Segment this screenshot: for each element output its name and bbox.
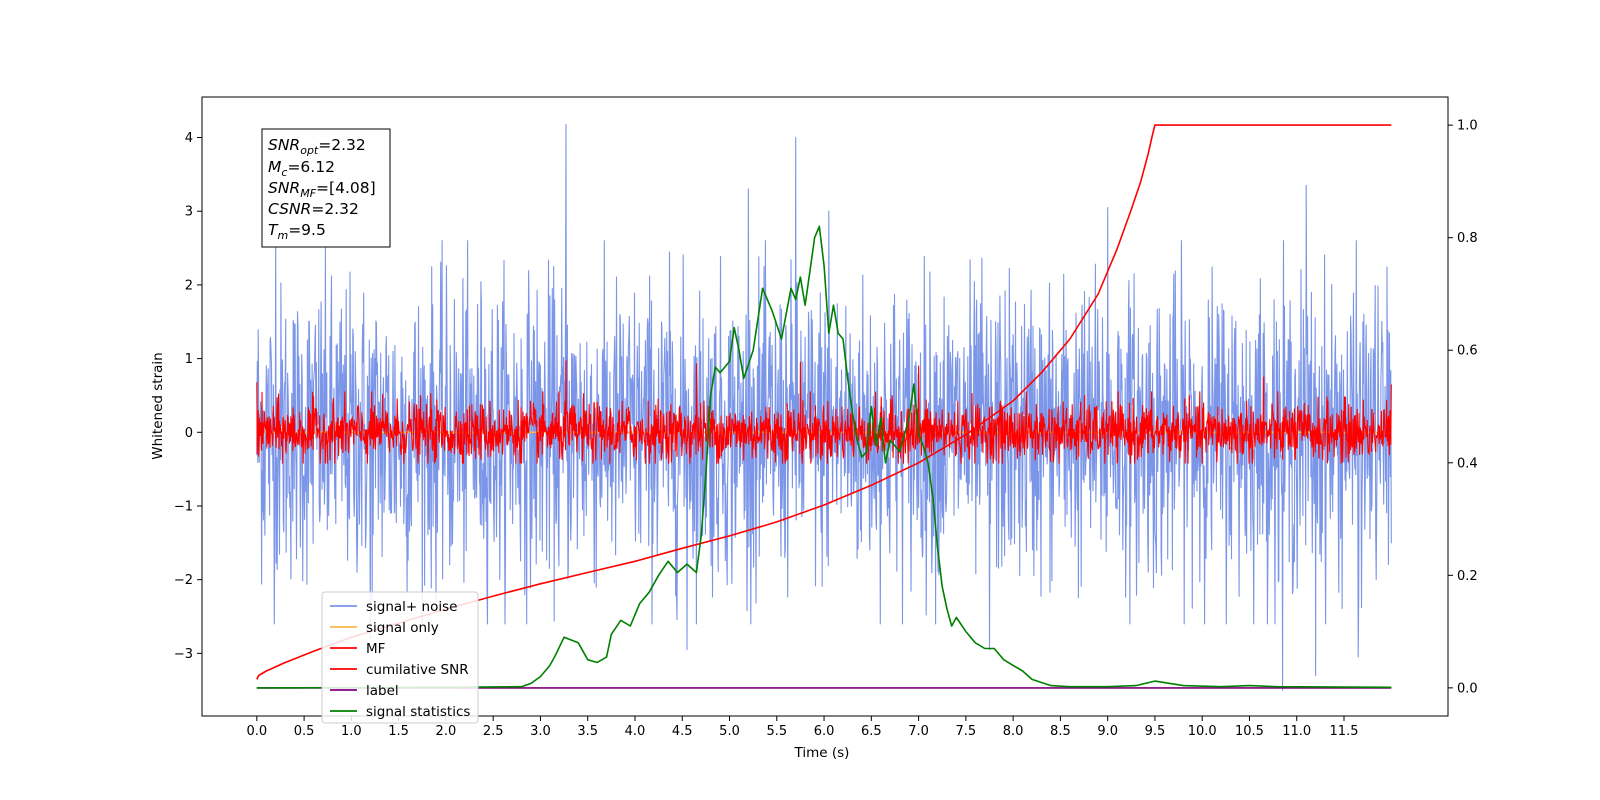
y2-tick-label: 0.0 xyxy=(1457,681,1478,696)
x-tick-label: 8.0 xyxy=(1003,724,1024,739)
y-tick-label: −2 xyxy=(174,573,193,588)
x-tick-label: 3.0 xyxy=(530,724,551,739)
y2-tick-label: 1.0 xyxy=(1457,119,1478,134)
y2-tick-label: 0.2 xyxy=(1457,569,1478,584)
series-signal-statistics-line xyxy=(256,225,1392,689)
legend-label-mf: MF xyxy=(366,641,385,657)
x-tick-label: 7.5 xyxy=(956,724,977,739)
y-tick-label: 3 xyxy=(185,205,193,220)
svg-text:Tm=9.5: Tm=9.5 xyxy=(268,221,326,242)
x-tick-label: 5.0 xyxy=(719,724,740,739)
x-tick-label: 11.5 xyxy=(1330,724,1359,739)
x-tick-label: 6.5 xyxy=(861,724,882,739)
y-tick-label: 0 xyxy=(185,426,193,441)
info-tm: =9.5 xyxy=(288,221,326,239)
info-snr-mf: =[4.08] xyxy=(316,179,376,197)
y-axis-label: Whitened strain xyxy=(150,352,166,459)
svg-text:CSNR=2.32: CSNR=2.32 xyxy=(268,200,359,218)
info-box: SNRopt=2.32 Mc=6.12 SNRMF=[4.08] CSNR=2.… xyxy=(261,128,391,248)
x-tick-label: 2.5 xyxy=(483,724,504,739)
x-tick-label: 8.5 xyxy=(1050,724,1071,739)
x-tick-label: 4.5 xyxy=(672,724,693,739)
y-axis-left: 4 3 2 1 0 −1 −2 −3 xyxy=(174,131,202,662)
x-tick-label: 9.0 xyxy=(1097,724,1118,739)
svg-text:SNRMF=[4.08]: SNRMF=[4.08] xyxy=(268,179,376,200)
x-tick-label: 10.5 xyxy=(1235,724,1264,739)
y-tick-label: −3 xyxy=(174,647,193,662)
legend-label-signal-noise: signal+ noise xyxy=(366,599,457,615)
svg-text:SNRopt=2.32: SNRopt=2.32 xyxy=(268,136,366,157)
info-mc: =6.12 xyxy=(287,158,335,176)
x-axis: 0.0 0.5 1.0 1.5 2.0 2.5 3.0 3.5 4.0 4.5 5.0 5.5 6.0 6… xyxy=(246,716,1358,739)
x-tick-label: 2.0 xyxy=(436,724,457,739)
x-tick-label: 0.0 xyxy=(246,724,267,739)
info-box-frame xyxy=(261,128,391,248)
info-csnr: =2.32 xyxy=(311,200,359,218)
x-tick-label: 3.5 xyxy=(577,724,598,739)
y-tick-label: 4 xyxy=(185,131,193,146)
y-tick-label: 2 xyxy=(185,278,193,293)
legend-label-label: label xyxy=(366,683,399,699)
x-tick-label: 11.0 xyxy=(1282,724,1311,739)
y-axis-right: 1.0 0.8 0.6 0.4 0.2 0.0 xyxy=(1448,119,1478,696)
x-tick-label: 6.0 xyxy=(814,724,835,739)
series-mf-line xyxy=(256,360,1392,464)
y-tick-label: −1 xyxy=(174,499,193,514)
legend: signal+ noise signal only MF cumilative SNR… xyxy=(321,591,479,724)
legend-label-cumilative-snr: cumilative SNR xyxy=(366,662,469,678)
legend-label-signal-only: signal only xyxy=(366,620,439,636)
x-tick-label: 4.0 xyxy=(625,724,646,739)
x-tick-label: 7.0 xyxy=(908,724,929,739)
x-tick-label: 10.0 xyxy=(1188,724,1217,739)
info-snr-opt: =2.32 xyxy=(318,136,366,154)
x-tick-label: 0.5 xyxy=(294,724,315,739)
x-tick-label: 9.5 xyxy=(1145,724,1166,739)
x-tick-label: 1.5 xyxy=(388,724,409,739)
y-tick-label: 1 xyxy=(185,352,193,367)
y2-tick-label: 0.4 xyxy=(1457,456,1478,471)
x-tick-label: 5.5 xyxy=(766,724,787,739)
x-tick-label: 1.0 xyxy=(341,724,362,739)
plot-area-frame xyxy=(201,96,1449,717)
y2-tick-label: 0.6 xyxy=(1457,344,1478,359)
legend-frame xyxy=(321,591,479,724)
svg-text:Mc=6.12: Mc=6.12 xyxy=(268,158,335,179)
legend-label-signal-statistics: signal statistics xyxy=(366,704,470,720)
x-axis-label: Time (s) xyxy=(794,745,850,761)
y2-tick-label: 0.8 xyxy=(1457,231,1478,246)
